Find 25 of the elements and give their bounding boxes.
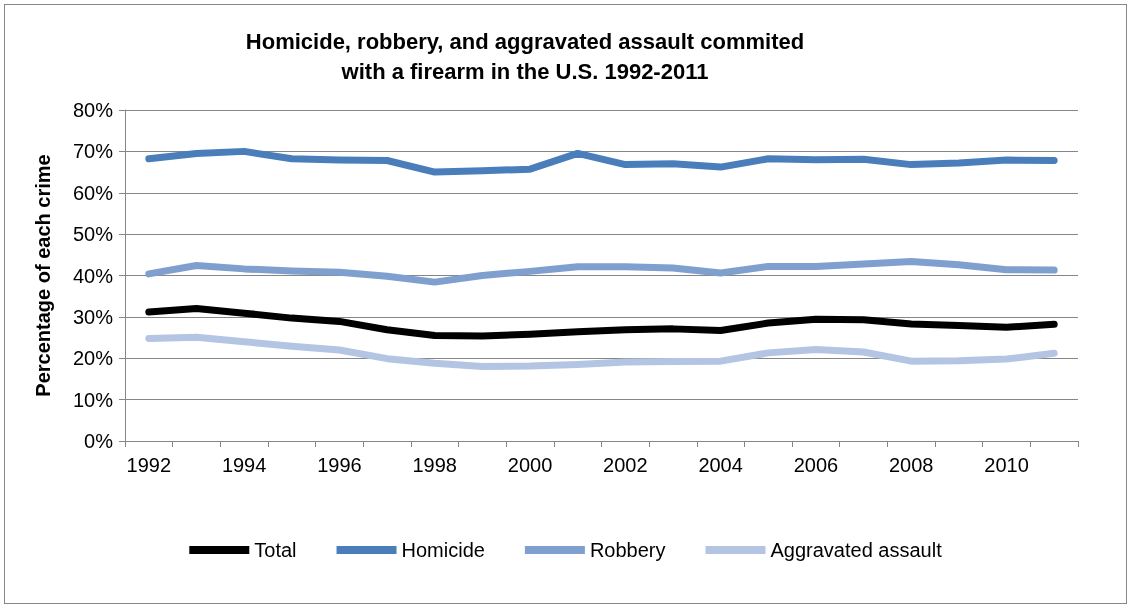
x-tick-label: 2008 xyxy=(888,454,934,476)
legend-label: Aggravated assault xyxy=(770,539,943,561)
x-tick-label: 2000 xyxy=(507,454,553,476)
legend-label: Robbery xyxy=(589,539,666,561)
x-tick-label: 1994 xyxy=(221,454,267,476)
y-tick-label: 30% xyxy=(72,305,114,328)
x-tick-label: 1996 xyxy=(317,454,362,476)
y-tick-label: 70% xyxy=(72,140,114,163)
x-tick-label: 2004 xyxy=(698,454,743,476)
y-tick-label: 40% xyxy=(72,264,114,287)
y-tick-label: 80% xyxy=(72,99,114,121)
x-tick-label: 2002 xyxy=(603,454,648,476)
y-tick-label: 50% xyxy=(72,223,114,246)
y-tick-label: 0% xyxy=(84,430,114,452)
x-tick-label: 1992 xyxy=(126,454,172,476)
y-tick-label: 60% xyxy=(72,181,114,204)
y-axis-title: Percentage of each crime xyxy=(32,154,54,397)
x-tick-label: 2010 xyxy=(984,454,1029,476)
chart-title: Homicide, robbery, and aggravated assault commited with a firearm in the U.S. 1992-2011 xyxy=(245,28,805,84)
x-tick-label: 1998 xyxy=(412,454,457,476)
legend-label: Homicide xyxy=(401,539,485,561)
legend-label: Total xyxy=(254,539,297,561)
y-tick-label: 20% xyxy=(72,347,114,370)
x-tick-label: 2006 xyxy=(793,454,839,476)
y-tick-label: 10% xyxy=(72,388,114,411)
